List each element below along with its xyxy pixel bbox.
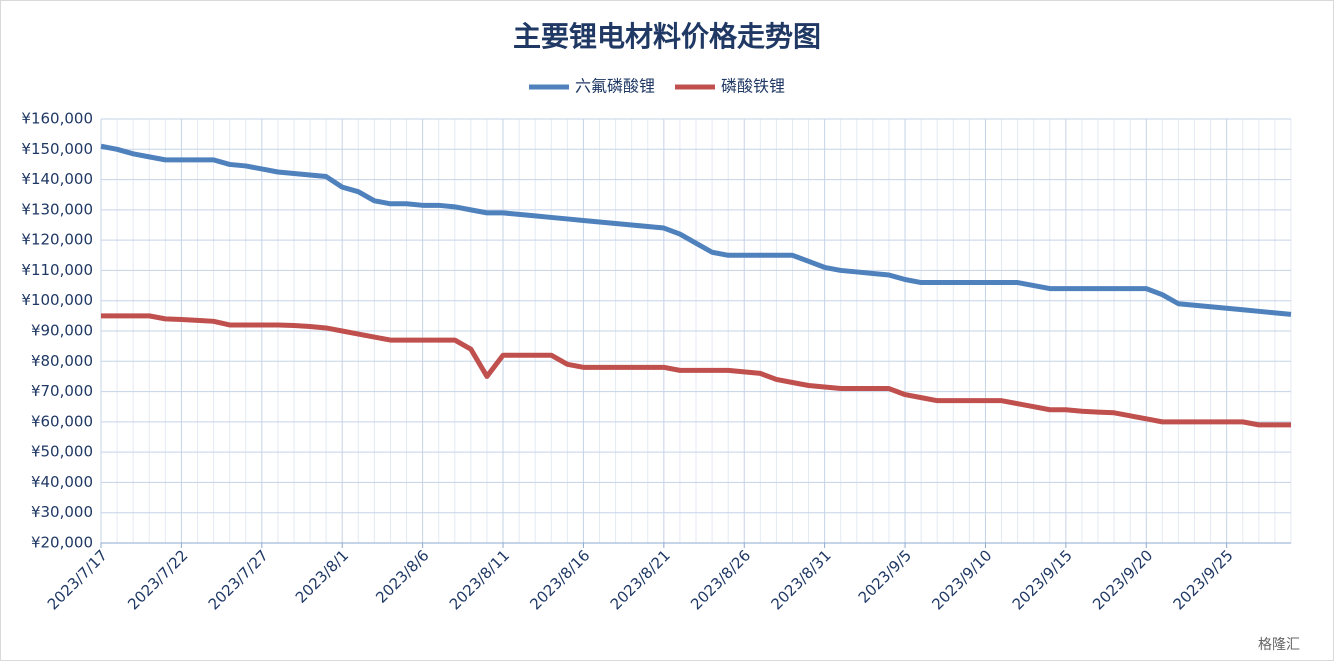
y-tick-label: ¥40,000	[31, 473, 93, 491]
y-tick-label: ¥80,000	[31, 352, 93, 370]
watermark: 格隆汇	[1258, 637, 1300, 653]
y-tick-label: ¥90,000	[31, 322, 93, 340]
y-tick-label: ¥50,000	[31, 443, 93, 461]
y-tick-label: ¥120,000	[21, 231, 93, 249]
y-tick-label: ¥130,000	[21, 200, 93, 218]
series-line	[100, 143, 1292, 317]
y-tick-label: ¥140,000	[21, 170, 93, 188]
series-line	[101, 313, 1291, 428]
chart-title: 主要锂电材料价格走势图	[513, 20, 821, 53]
y-tick-label: ¥60,000	[31, 412, 93, 430]
y-tick-label: ¥30,000	[31, 503, 93, 521]
y-tick-label: ¥70,000	[31, 382, 93, 400]
y-tick-label: ¥110,000	[21, 261, 93, 279]
y-tick-label: ¥100,000	[21, 291, 93, 309]
y-tick-label: ¥150,000	[21, 140, 93, 158]
y-tick-label: ¥160,000	[21, 110, 93, 128]
legend-label: 六氟磷酸锂	[575, 77, 655, 96]
legend-label: 磷酸铁锂	[721, 77, 785, 96]
y-tick-label: ¥20,000	[31, 534, 93, 552]
